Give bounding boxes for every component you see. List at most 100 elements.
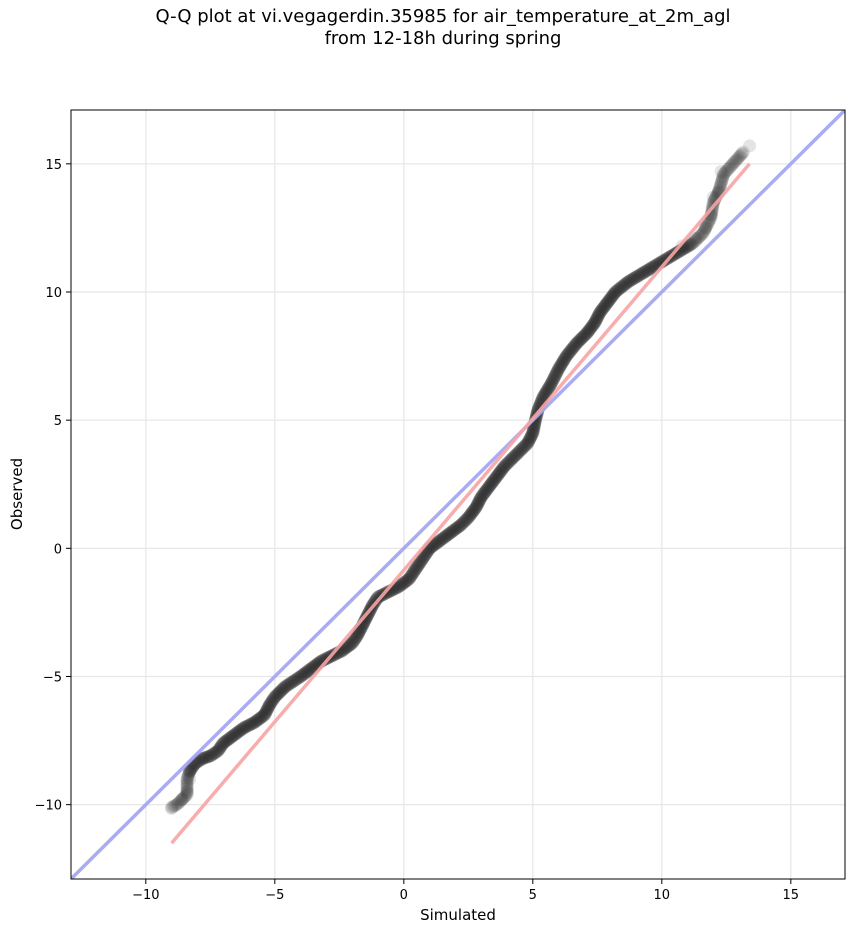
qq-point: [471, 496, 485, 510]
qq-point: [410, 561, 424, 575]
qq-point: [725, 158, 739, 172]
qq-point: [184, 763, 198, 777]
qq-point: [544, 377, 558, 391]
qq-point: [574, 332, 588, 346]
qq-point: [171, 797, 185, 811]
qq-point: [350, 630, 364, 644]
qq-point: [518, 438, 532, 452]
qq-point: [646, 260, 660, 274]
qq-point: [491, 468, 505, 482]
qq-point: [599, 298, 613, 312]
qq-point: [199, 750, 213, 764]
qq-point: [468, 501, 482, 515]
x-tick-label: −5: [265, 888, 284, 903]
qq-point: [524, 430, 538, 444]
qq-point: [698, 223, 712, 237]
qq-point: [181, 768, 195, 782]
qq-point: [359, 612, 373, 626]
qq-point: [569, 337, 583, 351]
qq-point: [500, 457, 514, 471]
qq-point: [586, 318, 600, 332]
qq-point: [466, 504, 480, 518]
qq-point: [718, 166, 732, 180]
qq-point: [460, 512, 474, 526]
qq-point: [604, 291, 618, 305]
qq-point: [176, 792, 190, 806]
qq-point: [555, 355, 569, 369]
qq-point: [602, 293, 616, 307]
qq-point: [596, 301, 610, 315]
qq-point: [393, 579, 407, 593]
qq-point: [430, 536, 443, 550]
qq-point: [643, 262, 657, 276]
qq-point: [623, 274, 637, 288]
qq-point: [236, 722, 250, 736]
qq-point: [261, 702, 275, 716]
qq-point: [180, 780, 194, 794]
qq-point: [496, 462, 510, 476]
qq-point: [349, 631, 363, 645]
y-tick-label: 15: [45, 158, 62, 173]
qq-point: [298, 666, 312, 680]
qq-point: [719, 165, 733, 179]
qq-point: [231, 725, 245, 739]
qq-point: [416, 552, 430, 566]
qq-point: [513, 444, 527, 458]
qq-point: [440, 529, 454, 543]
qq-point: [608, 286, 622, 300]
x-tick-label: 0: [400, 888, 408, 903]
qq-point: [605, 290, 619, 304]
qq-point: [712, 182, 726, 196]
qq-point-outlier: [165, 802, 179, 816]
qq-point: [441, 528, 455, 542]
qq-point: [303, 663, 317, 677]
qq-point: [304, 662, 318, 676]
qq-point: [417, 549, 431, 563]
qq-point-outlier: [699, 221, 713, 235]
qq-point: [553, 359, 567, 373]
qq-point: [552, 362, 566, 376]
qq-point: [281, 678, 295, 692]
qq-point: [639, 264, 653, 278]
qq-point: [401, 573, 415, 587]
qq-point: [589, 313, 603, 327]
qq-point: [580, 326, 594, 340]
qq-point: [246, 716, 260, 730]
qq-point: [598, 299, 612, 313]
qq-point: [629, 270, 643, 284]
qq-point: [626, 272, 640, 286]
qq-point: [625, 272, 639, 286]
qq-point: [208, 746, 222, 760]
qq-point: [215, 737, 229, 751]
qq-point: [433, 534, 447, 548]
qq-point: [497, 460, 511, 474]
qq-point: [396, 576, 410, 590]
y-tick-label: −5: [43, 670, 62, 685]
qq-point: [341, 640, 355, 654]
qq-point: [268, 690, 282, 704]
qq-point: [173, 795, 187, 809]
qq-point: [641, 263, 655, 277]
qq-point: [470, 498, 484, 512]
qq-point: [452, 519, 466, 533]
qq-point: [212, 743, 226, 757]
qq-point: [590, 311, 604, 325]
qq-point: [403, 571, 417, 585]
qq-point: [550, 366, 564, 380]
qq-point: [456, 516, 470, 530]
qq-point: [595, 302, 609, 316]
qq-point: [732, 150, 746, 164]
qq-point: [285, 675, 299, 689]
qq-point: [577, 329, 591, 343]
qq-point: [271, 687, 285, 701]
qq-point: [282, 677, 296, 691]
qq-point: [576, 330, 590, 344]
qq-point: [729, 153, 743, 167]
qq-point: [272, 686, 286, 700]
qq-point: [690, 232, 704, 246]
qq-point: [597, 300, 611, 314]
qq-point: [657, 253, 671, 267]
qq-point: [523, 432, 537, 446]
qq-point: [328, 647, 342, 661]
qq-point: [637, 266, 651, 280]
